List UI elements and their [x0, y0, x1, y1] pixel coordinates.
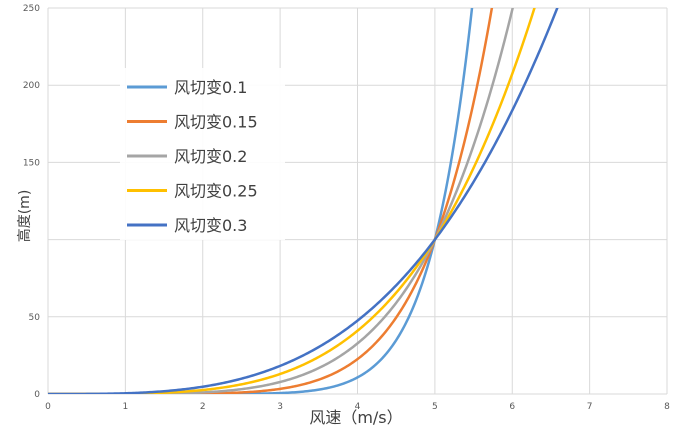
x-tick-label: 8: [664, 402, 670, 412]
x-tick-label: 5: [432, 402, 438, 412]
y-tick-label: 250: [23, 4, 40, 14]
legend-label: 风切变0.3: [174, 216, 247, 235]
series-line-5: [48, 8, 559, 394]
x-tick-label: 7: [587, 402, 593, 412]
legend: 风切变0.1 风切变0.15 风切变0.2 风切变0.25 风切变0.3: [120, 68, 285, 240]
x-axis-title: 风速（m/s）: [309, 408, 402, 427]
x-tick-label: 1: [123, 402, 129, 412]
x-tick-label: 0: [45, 402, 51, 412]
legend-label: 风切变0.1: [174, 78, 247, 97]
series-line-2: [48, 8, 494, 394]
series-lines: [48, 8, 559, 394]
legend-label: 风切变0.2: [174, 147, 247, 166]
y-tick-label: 200: [23, 81, 40, 91]
x-tick-label: 3: [277, 402, 283, 412]
y-tick-label: 0: [34, 390, 40, 400]
y-axis-title: 高度(m): [16, 190, 33, 243]
x-tick-label: 6: [509, 402, 515, 412]
legend-background: [120, 68, 285, 240]
series-line-1: [48, 8, 474, 394]
y-tick-label: 150: [23, 158, 40, 168]
x-tick-label: 2: [200, 402, 206, 412]
legend-label: 风切变0.25: [174, 182, 258, 201]
x-tick-label: 4: [355, 402, 361, 412]
legend-label: 风切变0.15: [174, 113, 258, 132]
y-tick-label: 50: [29, 313, 41, 323]
tick-labels: 0 1 2 3 4 5 6 7 8 0 50 150 200 250: [23, 4, 670, 412]
